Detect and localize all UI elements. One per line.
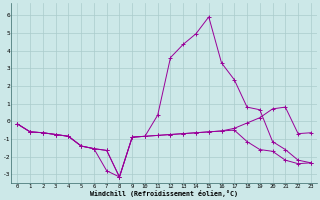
X-axis label: Windchill (Refroidissement éolien,°C): Windchill (Refroidissement éolien,°C) <box>90 190 238 197</box>
